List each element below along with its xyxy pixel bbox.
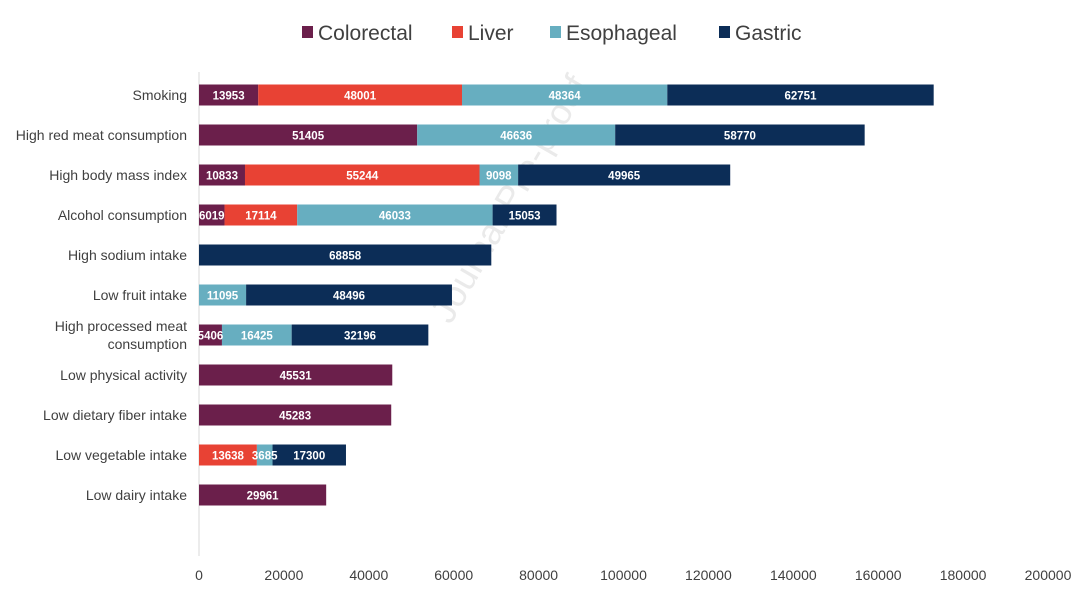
bar-segment-esophageal [417,124,616,146]
bar-segment-colorectal [199,164,245,186]
data-label: 45531 [280,371,313,383]
x-tick-label: 20000 [264,567,303,583]
bar-segment-esophageal [297,204,493,226]
category-label: High processed meat consumption [55,318,187,352]
bar-segment-liver [258,84,462,106]
bar-segment-gastric [667,84,934,106]
category-label: Low fruit intake [93,287,187,303]
bar-segment-esophageal [221,324,292,346]
bar-segment-esophageal [199,284,247,306]
x-tick-label: 60000 [434,567,473,583]
data-label: 48364 [549,91,582,103]
category-label: High red meat consumption [16,127,187,143]
legend-swatch-liver [452,26,463,38]
data-label: 9098 [486,171,512,183]
legend-label-liver: Liver [468,22,514,45]
bar-segment-colorectal [199,324,222,346]
category-label: Low physical activity [60,367,187,383]
data-label: 68858 [329,251,362,263]
bar-segment-esophageal [256,444,273,466]
category-label: High body mass index [49,167,187,183]
category-label: High sodium intake [68,247,187,263]
data-label: 13953 [213,91,245,103]
data-label: 17300 [293,451,325,463]
legend-label-gastric: Gastric [735,22,802,45]
x-tick-label: 100000 [600,567,647,583]
x-tick-label: 200000 [1025,567,1072,583]
category-label: Low dairy intake [86,487,187,503]
data-label: 45283 [279,411,311,423]
data-label: 11095 [207,291,239,303]
data-label: 15053 [509,211,541,223]
data-label: 16425 [241,331,274,343]
legend-label-esophageal: Esophageal [566,22,677,45]
data-label: 51405 [292,131,325,143]
data-label: 5406 [198,331,224,343]
category-label: Smoking [133,87,187,103]
bar-segment-gastric [291,324,429,346]
bar-segment-gastric [518,164,731,186]
x-tick-label: 180000 [940,567,987,583]
bar-segment-colorectal [199,364,393,386]
data-label: 13638 [212,451,245,463]
bar-segment-colorectal [199,84,259,106]
x-tick-label: 140000 [770,567,817,583]
data-label: 10833 [206,171,238,183]
bar-segment-gastric [492,204,557,226]
category-label: Alcohol consumption [58,207,187,223]
category-label: Low vegetable intake [55,447,187,463]
data-label: 3685 [252,451,278,463]
x-tick-label: 0 [195,567,203,583]
data-label: 62751 [784,91,817,103]
x-tick-label: 80000 [519,567,558,583]
bar-segment-colorectal [199,484,327,506]
data-label: 55244 [346,171,379,183]
bar-segment-esophageal [461,84,668,106]
data-label: 6019 [199,211,225,223]
bar-segment-colorectal [199,204,225,226]
x-tick-label: 40000 [349,567,388,583]
data-label: 46636 [500,131,532,143]
bar-segment-esophageal [479,164,519,186]
data-label: 17114 [245,211,277,223]
data-label: 32196 [344,331,376,343]
data-label: 46033 [379,211,411,223]
x-tick-label: 160000 [855,567,902,583]
bar-segment-liver [244,164,480,186]
x-tick-label: 120000 [685,567,732,583]
bar-segment-liver [224,204,298,226]
bar-segment-gastric [246,284,452,306]
legend-swatch-gastric [719,26,730,38]
bar-segment-gastric [199,244,492,266]
bar-segment-liver [199,444,257,466]
bar-segment-colorectal [199,404,392,426]
data-label: 48496 [333,291,365,303]
legend-swatch-colorectal [302,26,313,38]
bar-segment-colorectal [199,124,418,146]
data-label: 29961 [247,491,280,503]
bar-segment-gastric [615,124,865,146]
data-label: 49965 [608,171,641,183]
legend-label-colorectal: Colorectal [318,22,413,45]
category-label: Low dietary fiber intake [43,407,187,423]
legend-swatch-esophageal [550,26,561,38]
data-label: 58770 [724,131,756,143]
bar-segment-gastric [272,444,346,466]
data-label: 48001 [344,91,377,103]
